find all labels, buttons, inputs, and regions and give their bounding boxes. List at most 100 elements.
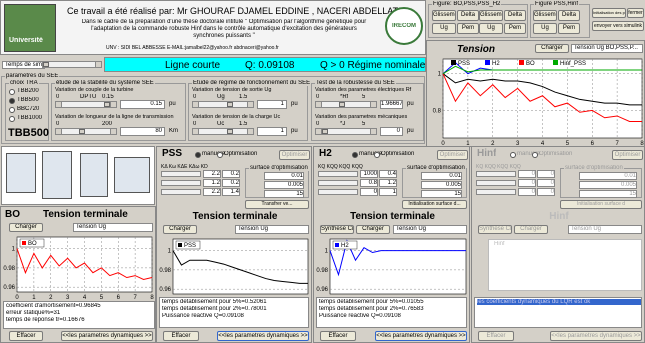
- button[interactable]: envoyer vers simulink: [592, 21, 644, 31]
- radio[interactable]: [532, 152, 538, 158]
- gain-slider[interactable]: [476, 180, 516, 186]
- slider[interactable]: [315, 101, 377, 108]
- radio[interactable]: [9, 89, 15, 95]
- radio[interactable]: [510, 152, 516, 158]
- logo-left: [4, 4, 56, 52]
- slider-arrow-left: [56, 129, 62, 134]
- button[interactable]: Effacer: [320, 331, 356, 341]
- button[interactable]: Synthese CR: [320, 225, 354, 234]
- radio[interactable]: [9, 107, 15, 113]
- radio-label: Optimisation: [224, 151, 257, 157]
- button[interactable]: Initialisation des parametres: [592, 8, 626, 18]
- button[interactable]: Delta: [457, 10, 479, 21]
- button[interactable]: <<les parametres dynamiques >>: [375, 331, 467, 341]
- button[interactable]: Optimiser: [437, 150, 468, 160]
- button[interactable]: Glissement: [432, 10, 456, 21]
- button[interactable]: Glissement: [533, 10, 557, 21]
- button[interactable]: Optimiser: [612, 150, 643, 160]
- group-title: étude de la stabilité du système SEE: [55, 80, 155, 86]
- button[interactable]: Effacer: [478, 331, 514, 341]
- gain-slider[interactable]: [161, 180, 201, 186]
- radio[interactable]: [374, 152, 380, 158]
- button[interactable]: Pem: [504, 23, 526, 34]
- gain-value: 0: [537, 170, 555, 178]
- slider-min: 0: [316, 94, 319, 100]
- button[interactable]: Ug: [533, 23, 557, 34]
- unit: pu: [169, 101, 176, 107]
- radio[interactable]: [352, 152, 358, 158]
- panel-title: H2: [319, 148, 332, 159]
- radio[interactable]: [195, 152, 201, 158]
- gain-slider[interactable]: [318, 189, 358, 195]
- gain-slider[interactable]: [161, 171, 201, 177]
- gain-value: 1: [379, 188, 397, 196]
- group-box: surface d'optimisation0.010.00515: [245, 168, 309, 198]
- gain-slider[interactable]: [318, 171, 358, 177]
- radio[interactable]: [9, 98, 15, 104]
- gain-value: 2.2: [203, 170, 221, 178]
- button[interactable]: Synthese CR: [478, 225, 512, 234]
- select[interactable]: Tension Ug: [393, 225, 467, 234]
- sim-label: Temps de sim: [2, 61, 45, 69]
- group-title: Etude de régime de fonctionnement du SEE: [192, 80, 311, 86]
- button[interactable]: Pem: [457, 23, 479, 34]
- y-tick-label: 0.96: [159, 287, 171, 293]
- group-box: étude de la stabilité du système SEEVari…: [51, 83, 186, 141]
- button[interactable]: Effacer: [9, 331, 43, 341]
- button[interactable]: Glissement: [479, 10, 503, 21]
- plot: 0.960.981PSS: [157, 236, 311, 296]
- select[interactable]: Tension Ug: [235, 225, 309, 234]
- gain-slider[interactable]: [318, 180, 358, 186]
- slider[interactable]: [192, 128, 254, 135]
- slider-arrow-right: [370, 129, 376, 134]
- slider-label: Variation des parametres électriques Rf: [315, 87, 423, 93]
- button[interactable]: Delta: [558, 10, 580, 21]
- group-title: surface d'optimisation: [249, 165, 309, 171]
- radio[interactable]: [217, 152, 223, 158]
- button[interactable]: Ug: [479, 23, 503, 34]
- button[interactable]: Initialisation surface d...: [402, 200, 467, 209]
- button[interactable]: Charger: [514, 225, 548, 234]
- gain-value: 0: [518, 188, 536, 196]
- button[interactable]: <<les parametres dynamiques >>: [217, 331, 309, 341]
- radio[interactable]: [9, 116, 15, 122]
- button[interactable]: Optimiser: [279, 150, 310, 160]
- button[interactable]: Transfrer ve...: [245, 200, 309, 209]
- controller-panel: HinfmanueleOptimisationOptimiserKQ KQQ K…: [471, 146, 645, 343]
- header: UniversitéCe travail a été réalisé par: …: [0, 0, 426, 55]
- gain-slider[interactable]: [476, 171, 516, 177]
- select[interactable]: Tension Ug: [568, 225, 642, 234]
- slider-thumb: [227, 129, 233, 134]
- slider[interactable]: [315, 128, 377, 135]
- slider[interactable]: [42, 61, 102, 68]
- slider[interactable]: [55, 128, 117, 135]
- button[interactable]: Initialisation surface d: [560, 200, 642, 209]
- slider-max: 0.15: [102, 94, 114, 100]
- button[interactable]: Charger: [163, 225, 197, 234]
- slider[interactable]: [192, 101, 254, 108]
- slider[interactable]: [55, 101, 117, 108]
- button[interactable]: <<les parametres dynamiques >>: [550, 331, 642, 341]
- gain-slider[interactable]: [161, 189, 201, 195]
- gain-slider[interactable]: [476, 189, 516, 195]
- button[interactable]: Charger: [535, 44, 569, 53]
- button[interactable]: Delta: [504, 10, 526, 21]
- button[interactable]: <<les parametres dynamiques >>: [61, 331, 153, 341]
- y-tick-label: 0.98: [159, 268, 171, 274]
- gain-value: 0: [360, 188, 378, 196]
- legend-label: PSS: [184, 243, 196, 249]
- button[interactable]: Charger: [356, 225, 390, 234]
- button[interactable]: Effacer: [163, 331, 199, 341]
- surface-value: 0.005: [579, 181, 637, 189]
- select[interactable]: Tension Ug BO,PSS,P...: [571, 44, 643, 53]
- button[interactable]: Ug: [432, 23, 456, 34]
- group-title: parametres du SEE: [5, 73, 59, 79]
- select[interactable]: Tension Ug: [73, 223, 153, 232]
- button[interactable]: fermer: [627, 8, 644, 18]
- button[interactable]: Pem: [558, 23, 580, 34]
- tension-title: Tension: [457, 44, 495, 55]
- gain-value: 0: [518, 179, 536, 187]
- logo-right-text: IRECOM: [392, 23, 416, 29]
- button[interactable]: Charger: [9, 223, 43, 232]
- app-window: UniversitéCe travail a été réalisé par: …: [0, 0, 645, 343]
